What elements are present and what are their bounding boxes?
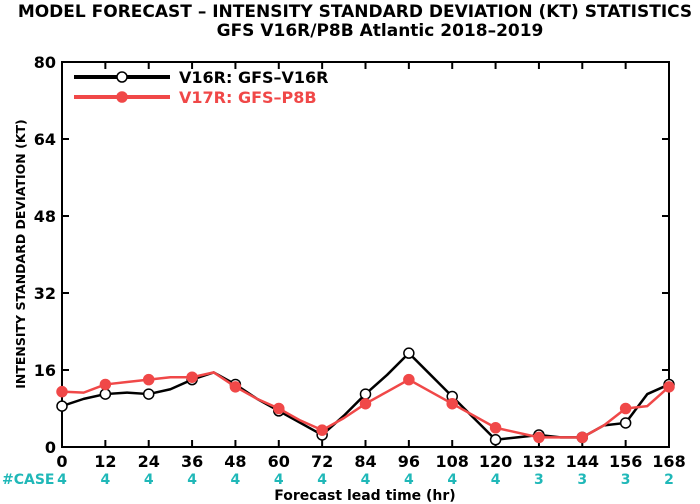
series-1-point (56, 400, 68, 412)
case-count: 4 (447, 472, 457, 488)
legend-marker-2 (116, 91, 128, 103)
case-count: 4 (187, 472, 197, 488)
legend-label-2: V17R: GFS–P8B (179, 88, 317, 107)
y-axis: 0 16 32 48 64 80 (34, 53, 669, 457)
case-count: 4 (491, 472, 501, 488)
chart-title: MODEL FORECAST – INTENSITY STANDARD DEVI… (18, 2, 692, 22)
series-2-point (619, 402, 632, 415)
series-2-point (186, 371, 198, 383)
case-count: 3 (577, 472, 587, 488)
x-tick-label: 132 (522, 452, 555, 471)
case-label: #CASE (2, 472, 55, 488)
series-2-point (56, 385, 68, 398)
case-count: 2 (664, 472, 674, 488)
series-1-point (403, 347, 415, 359)
x-tick-label: 144 (566, 452, 599, 471)
y-tick-label: 80 (34, 53, 56, 72)
series-2-point (533, 431, 545, 444)
y-tick-label: 64 (34, 130, 56, 149)
series-2-point (142, 373, 155, 386)
series-2-point (273, 402, 285, 415)
x-tick-label: 36 (181, 452, 203, 471)
series-2-point (576, 431, 589, 444)
y-tick-label: 16 (34, 361, 56, 380)
x-tick-label: 96 (398, 452, 420, 471)
x-tick-label: 0 (56, 452, 67, 471)
series-1-point (489, 434, 502, 446)
case-count: 3 (534, 472, 544, 488)
series-2-point (489, 422, 502, 434)
series-2-point (663, 381, 675, 393)
series-2-point (316, 424, 328, 436)
legend-label-1: V16R: GFS–V16R (179, 68, 329, 87)
series-2-point (446, 397, 458, 410)
series-2-point (99, 378, 112, 391)
case-count: 4 (231, 472, 241, 488)
series-1-point (99, 388, 112, 400)
case-count: 4 (317, 472, 327, 488)
x-axis: 0 12 24 36 48 60 72 84 96 108 120 132 144 156 168 (56, 62, 686, 471)
case-count: 4 (57, 472, 67, 488)
x-tick-label: 108 (436, 452, 469, 471)
x-tick-label: 12 (94, 452, 116, 471)
series-1-point (359, 388, 372, 400)
x-axis-label: Forecast lead time (hr) (274, 488, 455, 504)
legend-marker-1 (116, 71, 128, 83)
case-count: 4 (274, 472, 284, 488)
series-2-point (359, 397, 372, 410)
x-tick-label: 84 (354, 452, 376, 471)
case-count: 4 (404, 472, 414, 488)
series-group (56, 347, 675, 446)
case-count: 3 (621, 472, 631, 488)
y-tick-label: 48 (34, 207, 56, 226)
x-tick-label: 168 (652, 452, 685, 471)
case-count: 4 (100, 472, 110, 488)
x-tick-label: 156 (609, 452, 642, 471)
case-count: 4 (144, 472, 154, 488)
series-2-point (229, 381, 242, 393)
x-tick-label: 24 (138, 452, 160, 471)
x-tick-label: 72 (311, 452, 333, 471)
case-count: 4 (361, 472, 371, 488)
y-axis-label: INTENSITY STANDARD DEVIATION (KT) (13, 119, 28, 389)
series-1-point (619, 417, 632, 429)
x-tick-label: 120 (479, 452, 512, 471)
x-tick-label: 48 (224, 452, 246, 471)
case-counts: 4 4 4 4 4 4 4 4 4 4 4 3 3 3 2 (57, 472, 674, 488)
chart-subtitle: GFS V16R/P8B Atlantic 2018–2019 (217, 21, 544, 41)
series-2-point (403, 373, 415, 386)
series-1-point (142, 388, 155, 400)
x-tick-label: 60 (268, 452, 290, 471)
y-tick-label: 0 (45, 438, 56, 457)
y-tick-label: 32 (34, 284, 56, 303)
